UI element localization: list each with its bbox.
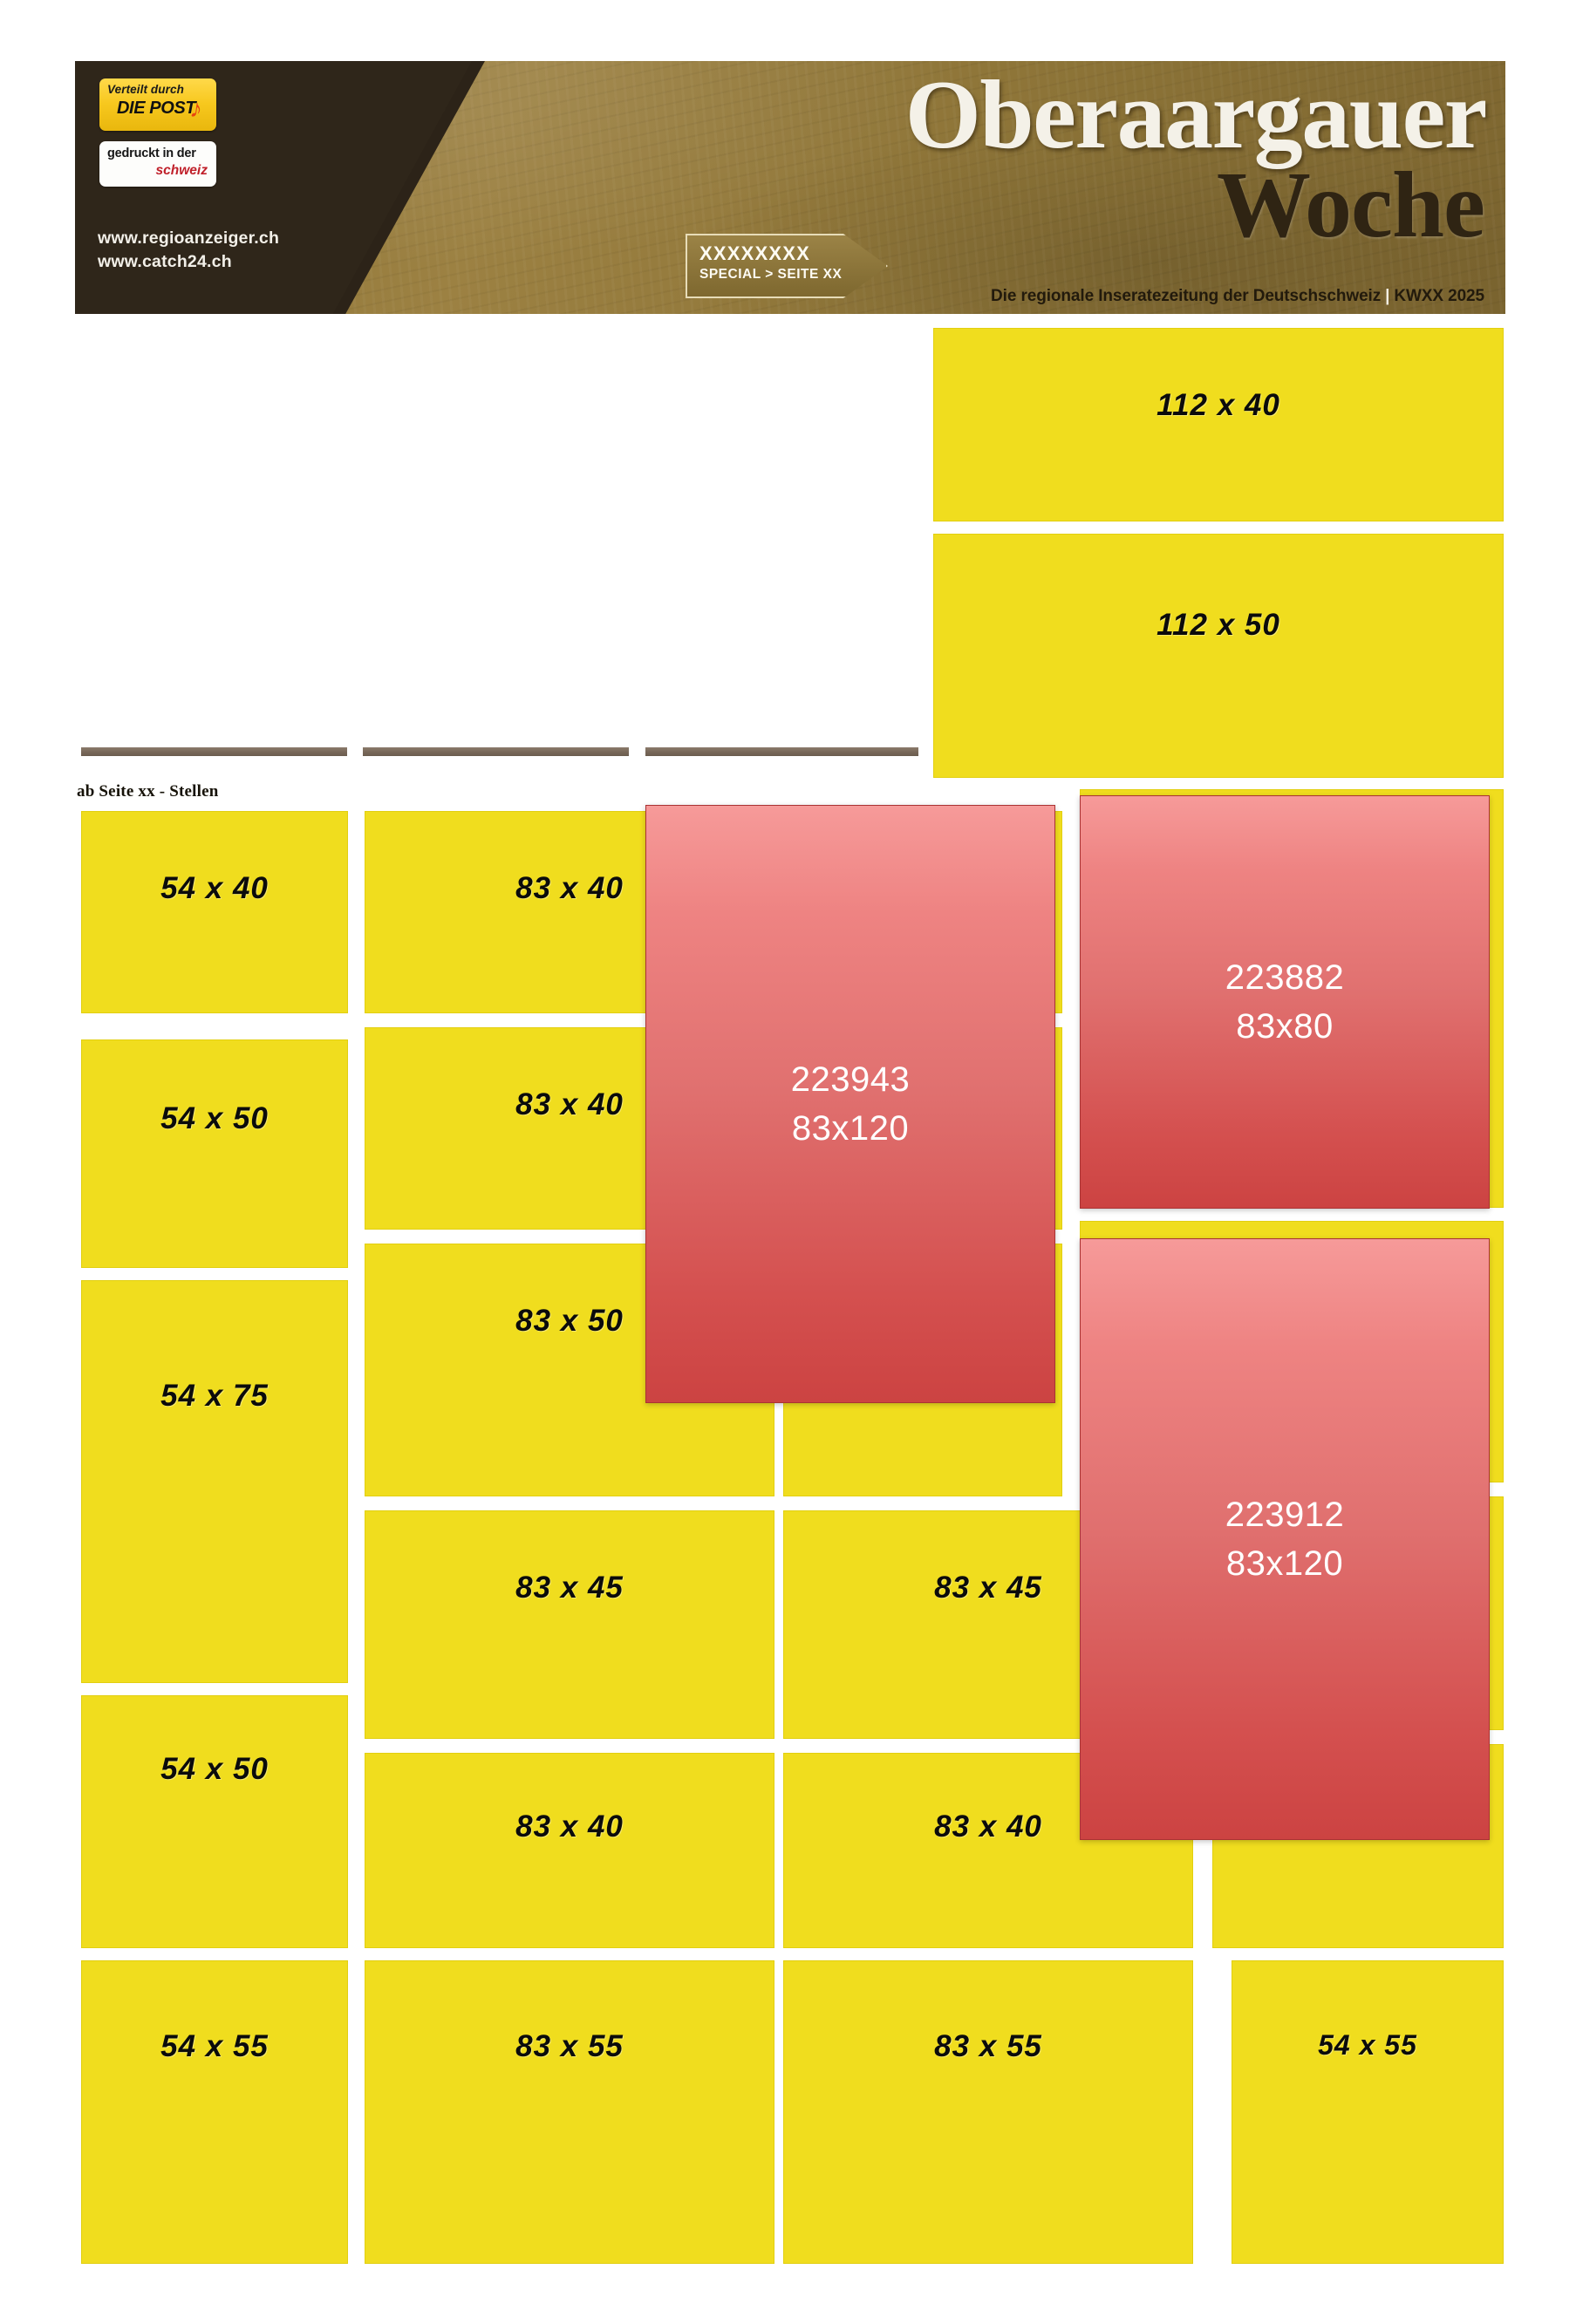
print-badge-line1: gedruckt in der [107,147,196,160]
publication-title-line2: Woche [1217,153,1485,257]
printed-in-switzerland-badge: gedruckt in der schweiz [99,141,216,187]
url-catch24[interactable]: www.catch24.ch [98,252,232,271]
overlay-size: 83x80 [1236,1007,1334,1046]
die-post-badge-line1: Verteilt durch [107,83,184,96]
tagline-separator: | [1385,287,1390,305]
die-post-badge: Verteilt durch DIE POST ♪ [99,78,216,131]
ad-box-c2-83x45[interactable]: 83 x 45 [365,1510,774,1739]
section-label-stellen: ab Seite xx - Stellen [77,782,219,801]
tagline-text: Die regionale Inseratezeitung der Deutsc… [991,287,1382,305]
ad-label: 83 x 40 [515,1087,624,1121]
ad-label: 54 x 50 [160,1101,269,1135]
ad-label: 54 x 40 [160,871,269,905]
divider-bar-3 [645,747,918,756]
overlay-ad-223882[interactable]: 223882 83x80 [1080,795,1490,1209]
ad-box-c1-54x75[interactable]: 54 x 75 [81,1280,348,1683]
divider-bar-2 [363,747,629,756]
post-horn-icon: ♪ [188,95,205,122]
ad-label: 83 x 45 [515,1571,624,1605]
ad-label: 83 x 55 [934,2029,1042,2063]
divider-bar-1 [81,747,347,756]
overlay-size: 83x120 [791,1109,910,1148]
overlay-id: 223943 [790,1060,911,1099]
ad-label: 83 x 45 [934,1571,1042,1605]
ad-label: 54 x 50 [160,1752,269,1786]
ad-box-c1-54x50-b[interactable]: 54 x 50 [81,1695,348,1948]
ad-label: 83 x 50 [515,1304,624,1338]
ad-label: 112 x 40 [1157,388,1280,422]
publication-title-line1: Oberaargauer [904,61,1488,169]
special-badge-line2: SPECIAL > SEITE XX [699,267,843,282]
ad-label: 83 x 40 [934,1809,1042,1844]
ad-box-c1-54x55[interactable]: 54 x 55 [81,1960,348,2264]
ad-label: 54 x 55 [1318,2029,1417,2061]
special-arrow-badge[interactable]: XXXXXXXX SPECIAL > SEITE XX [686,234,888,298]
ad-box-112x50[interactable]: 112 x 50 [933,534,1504,778]
ad-label: 83 x 55 [515,2029,624,2063]
ad-box-c1-54x40[interactable]: 54 x 40 [81,811,348,1013]
ad-box-112x40[interactable]: 112 x 40 [933,328,1504,521]
ad-label: 54 x 75 [160,1379,269,1413]
url-regioanzeiger[interactable]: www.regioanzeiger.ch [98,228,280,248]
overlay-ad-223943[interactable]: 223943 83x120 [645,805,1055,1403]
die-post-badge-line2: DIE POST [117,99,196,118]
overlay-id: 223882 [1225,958,1345,997]
ad-box-c1-54x50[interactable]: 54 x 50 [81,1039,348,1268]
overlay-size: 83x120 [1225,1544,1344,1583]
masthead-banner: Oberaargauer Woche XXXXXXXX SPECIAL > SE… [75,61,1505,314]
ad-box-c3-83x55[interactable]: 83 x 55 [783,1960,1193,2264]
ad-box-c2-83x55[interactable]: 83 x 55 [365,1960,774,2264]
ad-box-c4-54x55[interactable]: 54 x 55 [1232,1960,1504,2264]
print-badge-line2: schweiz [155,163,208,178]
overlay-id: 223912 [1225,1496,1345,1534]
ad-label: 112 x 50 [1157,608,1280,642]
tagline-issue: KWXX 2025 [1394,287,1484,305]
masthead-tagline: Die regionale Inseratezeitung der Deutsc… [991,287,1484,306]
ad-label: 54 x 55 [160,2029,269,2063]
special-badge-line1: XXXXXXXX [699,242,810,264]
ad-box-c2-83x40-c[interactable]: 83 x 40 [365,1753,774,1948]
ad-label: 83 x 40 [515,1809,624,1844]
masthead-urls: www.regioanzeiger.ch www.catch24.ch [98,227,279,274]
ad-label: 83 x 40 [515,871,624,905]
overlay-ad-223912[interactable]: 223912 83x120 [1080,1238,1490,1840]
